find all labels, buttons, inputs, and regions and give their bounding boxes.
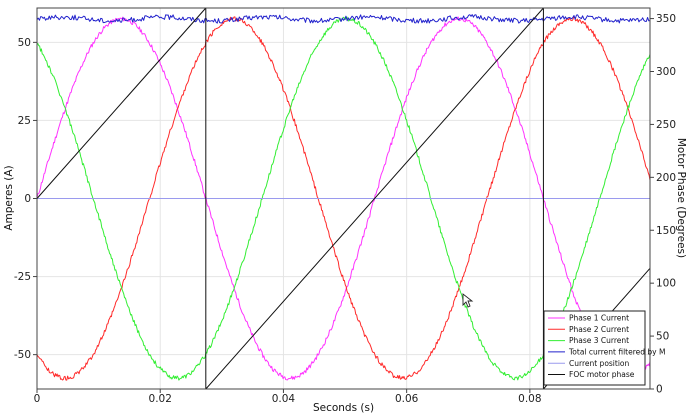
y2-tick-label: 150 [656, 225, 676, 237]
y-axis-ticks: 50 25 0 -25 -50 [14, 37, 37, 361]
x-axis-ticks: 0 0.02 0.04 0.06 0.08 [34, 389, 542, 405]
x-tick-label: 0.08 [518, 393, 541, 405]
x-tick-label: 0.02 [149, 393, 172, 405]
mouse-cursor-icon [462, 293, 474, 308]
series-line-phase-2-current [36, 16, 651, 381]
y2-axis-title: Motor Phase (Degrees) [675, 138, 687, 258]
y2-tick-label: 50 [656, 331, 669, 343]
legend-label: Phase 3 Current [569, 336, 629, 345]
y2-tick-label: 250 [656, 119, 676, 131]
y-tick-label: 25 [18, 115, 31, 127]
y-tick-label: 0 [24, 193, 31, 205]
legend: Phase 1 Current Phase 2 Current Phase 3 Cu… [543, 310, 665, 386]
series-line-total-current-filtered-by-m [36, 14, 651, 24]
y-tick-label: 50 [18, 37, 31, 49]
legend-label: Phase 2 Current [569, 325, 629, 334]
series-line-phase-1-current [36, 16, 651, 381]
x-tick-label: 0.06 [395, 393, 419, 405]
legend-box [543, 310, 646, 386]
x-tick-label: 0 [34, 393, 41, 405]
legend-label: FOC motor phase [569, 370, 635, 379]
y2-axis-ticks: 350 300 250 200 150 100 50 0 [650, 13, 676, 396]
y2-tick-label: 200 [656, 172, 676, 184]
x-tick-label: 0.04 [272, 393, 296, 405]
y2-tick-label: 0 [656, 384, 663, 396]
y2-tick-label: 350 [656, 13, 676, 25]
y2-tick-label: 100 [656, 278, 676, 290]
legend-label: Current position [569, 359, 630, 368]
x-axis-title: Seconds (s) [313, 402, 374, 414]
legend-label: Phase 1 Current [569, 314, 629, 323]
y-axis-title: Amperes (A) [3, 165, 15, 230]
y-tick-label: -50 [14, 349, 31, 361]
legend-label: Total current filtered by M [568, 348, 665, 357]
legend-items: Phase 1 Current Phase 2 Current Phase 3 Cu… [548, 314, 665, 379]
y2-tick-label: 300 [656, 66, 676, 78]
y-tick-label: -25 [14, 271, 31, 283]
